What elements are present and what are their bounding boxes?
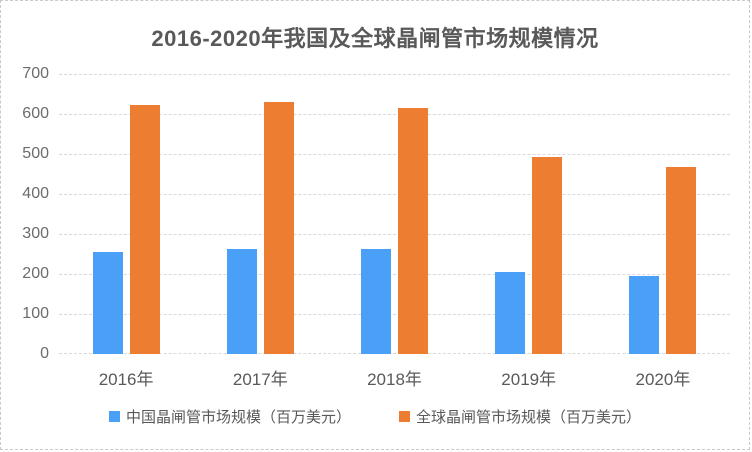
plot-area [59,74,730,354]
legend-item: 中国晶闸管市场规模（百万美元） [108,406,351,427]
legend-label: 全球晶闸管市场规模（百万美元） [416,409,642,426]
gridline-0 [59,353,730,354]
gridline-700 [59,74,730,75]
x-tick-label-2018年: 2018年 [367,370,422,389]
bar-2016年-全球晶闸管市场规模（百万美元） [129,105,160,354]
chart-title: 2016-2020年我国及全球晶闸管市场规模情况 [151,26,599,51]
gridline-600 [59,114,730,115]
bar-2016年-中国晶闸管市场规模（百万美元） [92,252,123,354]
x-tick-label-2016年: 2016年 [98,370,154,389]
bar-group-2019年 [462,74,596,354]
legend-marker-square [399,411,410,422]
y-tick-label-400: 400 [22,185,49,202]
y-tick-label-0: 0 [40,345,49,362]
bar-group-2017年 [193,74,327,354]
bar-group-2018年 [327,74,461,354]
gridline-500 [59,154,730,155]
gridline-400 [59,194,730,195]
bar-2018年-中国晶闸管市场规模（百万美元） [361,249,391,354]
y-tick-label-700: 700 [22,65,49,82]
gridline-300 [59,234,730,235]
legend-item: 全球晶闸管市场规模（百万美元） [399,406,641,427]
y-tick-label-100: 100 [22,305,49,322]
y-tick-label-300: 300 [22,225,49,242]
bar-2019年-全球晶闸管市场规模（百万美元） [532,157,563,354]
bar-group-2020年 [596,74,730,354]
legend-marker-square [108,411,120,422]
bar-2020年-全球晶闸管市场规模（百万美元） [666,167,697,354]
x-tick-label-2017年: 2017年 [232,370,288,389]
bar-2018年-全球晶闸管市场规模（百万美元） [398,108,428,354]
y-tick-label-200: 200 [22,265,49,282]
bar-group-2016年 [59,74,193,354]
x-tick-label-2019年: 2019年 [501,370,557,389]
bar-groups [59,74,730,354]
y-axis-labels: 0 100 200 300 400 500 600 700 [1,65,49,362]
x-tick-label-2020年: 2020年 [635,370,691,389]
y-tick-label-500: 500 [22,145,49,162]
x-axis-labels: 2016年 2017年 2018年 2019年 2020年 [59,365,730,390]
bar-2017年-全球晶闸管市场规模（百万美元） [263,102,294,354]
legend: 中国晶闸管市场规模（百万美元） 全球晶闸管市场规模（百万美元） [1,406,749,427]
y-tick-label-600: 600 [22,105,49,122]
bar-2017年-中国晶闸管市场规模（百万美元） [226,249,257,354]
gridline-100 [59,314,730,315]
gridline-200 [59,274,730,275]
bar-2019年-中国晶闸管市场规模（百万美元） [495,272,526,354]
bar-2020年-中国晶闸管市场规模（百万美元） [629,276,660,354]
legend-label: 中国晶闸管市场规模（百万美元） [125,409,351,426]
